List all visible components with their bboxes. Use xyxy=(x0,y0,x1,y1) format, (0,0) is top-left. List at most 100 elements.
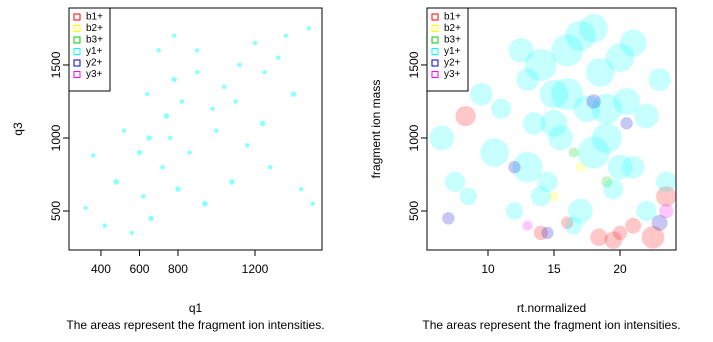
point xyxy=(144,91,150,97)
legend-label: y3+ xyxy=(444,69,461,80)
point xyxy=(171,76,177,83)
point xyxy=(524,48,557,81)
y-tick-label: 1500 xyxy=(49,51,63,78)
point xyxy=(459,187,477,206)
point xyxy=(129,230,135,236)
point xyxy=(601,176,613,188)
point xyxy=(283,33,289,39)
legend-label: y1+ xyxy=(444,46,461,57)
legend-label: y2+ xyxy=(444,58,461,69)
point xyxy=(444,171,466,192)
point xyxy=(565,20,596,51)
point xyxy=(530,186,551,207)
point xyxy=(179,99,185,104)
point xyxy=(90,153,96,158)
point xyxy=(113,179,120,185)
point xyxy=(590,228,608,247)
point xyxy=(148,215,154,222)
x-axis-label: q1 xyxy=(189,301,203,315)
point xyxy=(268,164,273,170)
points xyxy=(429,14,676,249)
y-axis-label: q3 xyxy=(11,122,25,136)
point xyxy=(565,216,583,235)
point xyxy=(491,98,512,119)
point xyxy=(290,91,297,97)
point xyxy=(568,147,579,158)
legend: b1+b2+b3+y1+y2+y3+ xyxy=(426,7,469,92)
x-tick-label: 800 xyxy=(168,262,188,276)
point xyxy=(548,125,574,151)
point xyxy=(613,88,641,115)
panel: 10 15 20 500 1000 1500 rt.normalized The areas … xyxy=(369,7,681,332)
legend-swatch xyxy=(431,71,439,78)
legend-swatch xyxy=(431,13,439,21)
plot-frame xyxy=(68,7,323,251)
point xyxy=(620,117,633,130)
point xyxy=(577,136,610,169)
legend-label: b2+ xyxy=(86,23,103,34)
legend-swatch xyxy=(431,48,439,55)
point xyxy=(306,26,312,31)
x-tick-label: 10 xyxy=(481,262,495,276)
legend-swatch xyxy=(73,48,81,55)
x-tick-label: 15 xyxy=(547,262,561,276)
point xyxy=(194,69,200,75)
point xyxy=(233,99,239,104)
point xyxy=(508,37,534,63)
point xyxy=(634,103,659,129)
point xyxy=(603,178,624,200)
point xyxy=(656,171,676,192)
point xyxy=(522,220,533,231)
point xyxy=(636,200,657,222)
point xyxy=(298,186,304,192)
point xyxy=(548,191,560,202)
legend-swatch xyxy=(73,71,81,78)
point xyxy=(540,109,568,137)
point xyxy=(591,93,622,124)
point xyxy=(175,186,181,192)
point xyxy=(310,201,316,206)
point xyxy=(573,95,601,123)
legend-label: y3+ xyxy=(86,69,103,80)
panel: 400 600 800 1200 500 1000 1500 q1 The areas repr… xyxy=(11,7,325,332)
point xyxy=(612,225,628,241)
legend-swatch xyxy=(431,25,439,32)
point xyxy=(121,128,127,133)
legend-label: b1+ xyxy=(86,12,103,23)
point xyxy=(470,82,493,106)
point xyxy=(171,33,177,39)
y-tick-label: 1500 xyxy=(407,51,421,78)
point xyxy=(619,29,647,57)
point xyxy=(168,135,173,141)
caption: The areas represent the fragment ion int… xyxy=(422,318,680,332)
point xyxy=(221,84,227,90)
legend-label: b3+ xyxy=(86,35,103,46)
legend-swatch xyxy=(431,36,439,44)
x-tick-label: 600 xyxy=(129,262,149,276)
point xyxy=(551,34,584,67)
point xyxy=(508,160,521,174)
point xyxy=(651,214,668,231)
point xyxy=(252,40,258,46)
legend-label: b1+ xyxy=(444,12,461,23)
point xyxy=(262,69,267,75)
point xyxy=(505,202,524,220)
point xyxy=(194,48,200,53)
legend-swatch xyxy=(73,13,81,21)
point xyxy=(575,162,586,173)
y-axis-label: fragment ion mass xyxy=(369,80,383,179)
point xyxy=(455,105,476,127)
point xyxy=(442,212,455,225)
legend-label: b2+ xyxy=(444,23,461,34)
legend-swatch xyxy=(73,59,81,67)
point xyxy=(607,154,633,180)
point xyxy=(214,128,219,133)
point xyxy=(568,198,593,224)
point xyxy=(541,226,554,240)
point xyxy=(429,125,455,151)
y-tick-label: 1000 xyxy=(407,124,421,151)
legend-label: y2+ xyxy=(86,58,103,69)
x-tick-label: 20 xyxy=(613,262,627,276)
point xyxy=(625,217,642,234)
